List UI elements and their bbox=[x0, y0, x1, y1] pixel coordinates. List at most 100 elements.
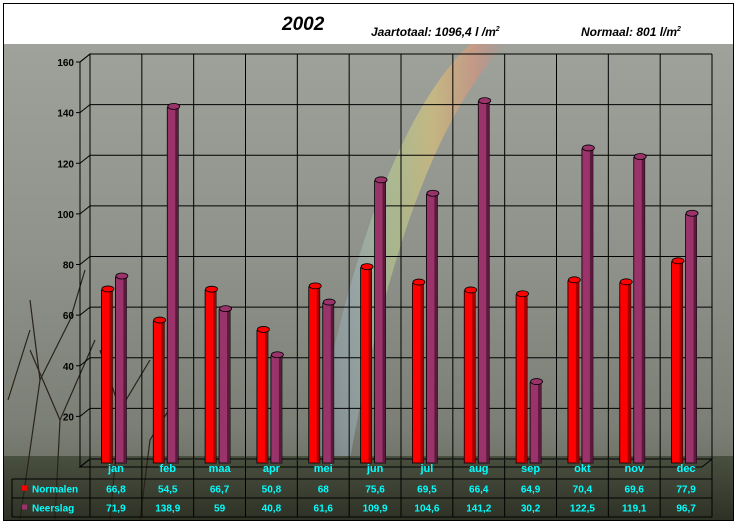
table-cell-value: 30,2 bbox=[521, 504, 541, 515]
bar-neerslag-top bbox=[582, 144, 595, 152]
bar-normalen-top bbox=[619, 278, 633, 286]
bar-normalen bbox=[204, 285, 218, 464]
bar-neerslag-top bbox=[685, 209, 699, 217]
table-cell-value: 64,9 bbox=[521, 485, 541, 496]
bar-normalen bbox=[515, 290, 529, 464]
y-tick-label: 120 bbox=[57, 159, 74, 170]
x-category-label: aug bbox=[469, 463, 489, 475]
y-tick-label: 60 bbox=[63, 311, 75, 322]
bar-normalen bbox=[412, 278, 426, 464]
bar-normalen-top bbox=[153, 316, 167, 324]
table-cell-value: 69,6 bbox=[625, 485, 645, 496]
bar-normalen-top bbox=[257, 326, 270, 333]
bar-neerslag-top bbox=[219, 305, 232, 313]
bar-neerslag-shade bbox=[382, 180, 386, 464]
bar-neerslag-top bbox=[322, 298, 336, 306]
bar-neerslag-top bbox=[167, 103, 181, 110]
bar-normalen-shade bbox=[627, 282, 631, 463]
bar-neerslag bbox=[322, 298, 336, 464]
bars-group bbox=[101, 97, 699, 464]
x-category-label: sep bbox=[521, 463, 540, 475]
table-cell-value: 109,9 bbox=[363, 504, 388, 515]
bar-normalen-top bbox=[568, 276, 581, 284]
table-cell-value: 66,8 bbox=[106, 485, 126, 496]
table-cell-value: 50,8 bbox=[262, 485, 282, 496]
x-category-label: mei bbox=[314, 463, 333, 475]
bar-neerslag bbox=[685, 209, 699, 464]
bar-neerslag bbox=[115, 272, 129, 464]
bar-normalen bbox=[256, 326, 270, 464]
x-category-label: apr bbox=[263, 463, 281, 475]
bar-normalen bbox=[308, 282, 322, 464]
bar-neerslag-shade bbox=[330, 303, 334, 463]
table-cell-value: 70,4 bbox=[573, 485, 593, 496]
table-cell-value: 66,7 bbox=[210, 485, 230, 496]
bar-neerslag-shade bbox=[123, 277, 127, 463]
grid-line-depth bbox=[79, 205, 91, 215]
rainbow-decoration bbox=[300, 44, 505, 520]
legend-swatch bbox=[22, 485, 27, 491]
grid-line-depth bbox=[79, 154, 91, 164]
grid-line-depth bbox=[79, 104, 91, 114]
bar-normalen bbox=[671, 257, 685, 464]
data-table: jan feb maa apr mei jun jul aug sep okt nov dec Norm… bbox=[11, 460, 713, 518]
bar-normalen bbox=[619, 278, 633, 464]
table-cell-value: 119,1 bbox=[622, 504, 647, 515]
bar-neerslag bbox=[633, 153, 647, 464]
bar-normalen bbox=[463, 286, 478, 464]
bar-normalen-top bbox=[360, 263, 374, 271]
bar-normalen-shade bbox=[161, 321, 165, 463]
bar-neerslag-shade bbox=[434, 194, 438, 463]
y-tick-label: 100 bbox=[57, 210, 74, 221]
table-cell-value: 122,5 bbox=[570, 504, 595, 515]
bar-normalen bbox=[567, 276, 581, 464]
bar-normalen-top bbox=[516, 290, 529, 298]
bar-neerslag-shade bbox=[538, 382, 542, 463]
bar-neerslag-shade bbox=[278, 355, 282, 463]
y-tick-label: 160 bbox=[57, 58, 74, 69]
bar-normalen-top bbox=[308, 282, 322, 290]
x-category-label: okt bbox=[574, 463, 591, 475]
bar-normalen-top bbox=[464, 286, 478, 294]
bar-neerslag-shade bbox=[227, 309, 231, 463]
legend-label: Normalen bbox=[32, 485, 78, 496]
y-tick-label: 140 bbox=[57, 109, 74, 120]
table-cell-value: 61,6 bbox=[314, 504, 334, 515]
title-bar: 2002 Jaartotaal: 1096,4 l /m2 Normaal: 8… bbox=[4, 4, 733, 46]
bar-normalen-shade bbox=[109, 289, 113, 463]
bar-neerslag bbox=[270, 351, 284, 464]
bar-normalen-shade bbox=[679, 261, 683, 463]
x-category-label: jul bbox=[419, 463, 433, 475]
bar-normalen bbox=[152, 316, 167, 464]
bar-neerslag-shade bbox=[175, 107, 179, 464]
bar-normalen-top bbox=[412, 278, 426, 286]
table-cell-value: 59 bbox=[214, 504, 226, 515]
bar-neerslag-top bbox=[633, 153, 647, 160]
grid-line-depth bbox=[79, 256, 91, 265]
grid-line-depth bbox=[79, 53, 91, 63]
y-tick-label: 80 bbox=[63, 261, 75, 272]
bar-neerslag bbox=[374, 176, 388, 464]
table-cell-value: 77,9 bbox=[676, 485, 696, 496]
y-tick-label: 20 bbox=[63, 412, 75, 423]
table-cell-value: 138,9 bbox=[155, 504, 180, 515]
bar-neerslag bbox=[166, 103, 181, 464]
table-cell-value: 69,5 bbox=[417, 485, 437, 496]
x-category-label: jan bbox=[107, 463, 124, 475]
bar-normalen-top bbox=[671, 257, 685, 265]
x-category-label: maa bbox=[209, 463, 232, 475]
bar-normalen-shade bbox=[264, 330, 268, 463]
x-category-label: dec bbox=[677, 463, 696, 475]
grid-line-depth bbox=[79, 306, 91, 316]
bar-normalen-shade bbox=[368, 267, 372, 463]
bar-neerslag-top bbox=[426, 189, 440, 197]
bar-neerslag bbox=[426, 189, 440, 464]
bar-neerslag-top bbox=[478, 97, 492, 104]
bar-normalen-shade bbox=[316, 286, 320, 463]
bar-normalen-shade bbox=[472, 290, 476, 463]
bar-neerslag bbox=[529, 378, 543, 464]
table-cell-value: 66,4 bbox=[469, 485, 489, 496]
bar-neerslag-shade bbox=[486, 101, 490, 464]
bar-normalen-top bbox=[205, 285, 218, 293]
